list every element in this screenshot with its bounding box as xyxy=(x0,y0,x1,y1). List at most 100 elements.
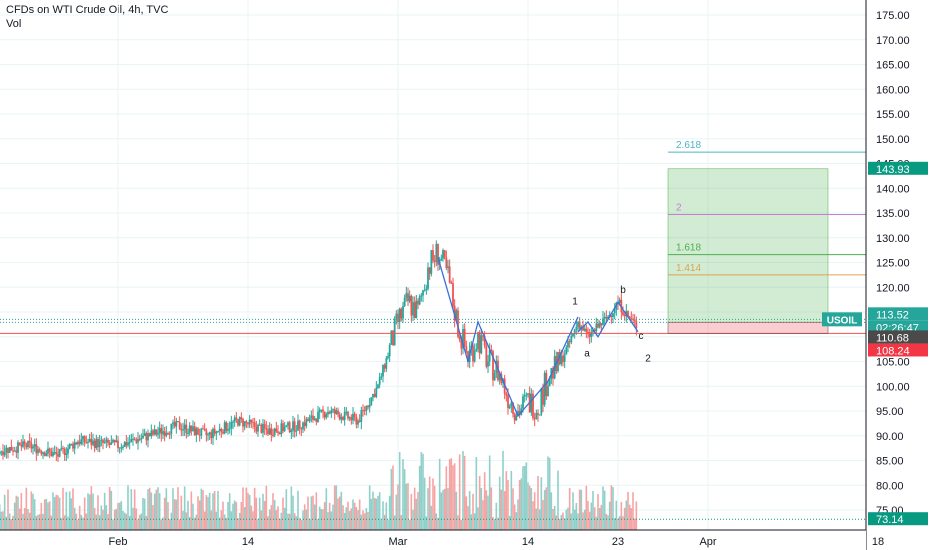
candle-body xyxy=(575,326,578,330)
volume-bar xyxy=(435,513,438,530)
volume-bar xyxy=(368,485,371,530)
candle-body xyxy=(558,351,561,365)
candle-body xyxy=(142,435,144,439)
candle-body xyxy=(598,323,601,328)
volume-bar xyxy=(593,507,596,530)
volume-bar xyxy=(402,459,404,530)
candle-body xyxy=(295,430,298,432)
candle-body xyxy=(67,448,69,454)
volume-bar xyxy=(212,493,214,530)
volume-bar xyxy=(520,478,523,530)
candle-body xyxy=(80,439,83,444)
volume-bar xyxy=(352,499,354,530)
volume-bar xyxy=(253,487,256,530)
elliott-wave-line[interactable] xyxy=(577,300,639,338)
volume-bar xyxy=(523,465,526,530)
candle-body xyxy=(320,409,323,411)
y-tick-label: 105.00 xyxy=(876,357,910,369)
candle-body xyxy=(537,412,539,415)
volume-bar xyxy=(443,488,446,530)
volume-bar xyxy=(18,508,21,530)
symbol-tag[interactable] xyxy=(822,312,862,327)
candle-body xyxy=(465,346,468,352)
volume-bar xyxy=(472,493,474,530)
volume-bar xyxy=(68,491,71,530)
volume-bar xyxy=(527,482,529,530)
candle-body xyxy=(250,419,253,423)
volume-bar xyxy=(573,509,576,530)
candle-body xyxy=(413,302,416,319)
volume-bar xyxy=(497,517,499,530)
candle-body xyxy=(367,405,369,408)
volume-bar xyxy=(37,514,39,530)
candle-body xyxy=(458,336,461,340)
elliott-wave-line[interactable] xyxy=(437,257,579,418)
candle-body xyxy=(582,326,584,331)
candle-body xyxy=(360,410,363,422)
volume-bar xyxy=(528,485,531,530)
y-tick-label: 150.00 xyxy=(876,134,910,146)
candle-body xyxy=(157,432,159,435)
volume-bar xyxy=(95,514,98,530)
candle-body xyxy=(452,283,454,306)
volume-bar xyxy=(112,519,114,530)
volume-bar xyxy=(237,518,239,530)
volume-bar xyxy=(92,493,94,530)
volume-bar xyxy=(197,496,199,530)
fib-label: 2.618 xyxy=(676,140,701,151)
volume-bar xyxy=(5,516,8,530)
volume-bar xyxy=(103,492,106,530)
y-tick-label: 130.00 xyxy=(876,233,910,245)
candle-body xyxy=(440,258,443,261)
candle-body xyxy=(225,422,228,431)
volume-bar xyxy=(400,515,403,530)
candle-body xyxy=(15,450,18,453)
candle-body xyxy=(183,424,186,430)
volume-bar xyxy=(160,519,163,530)
volume-bar xyxy=(337,498,339,530)
candle-body xyxy=(298,420,301,429)
volume-bar xyxy=(307,496,309,530)
stop-zone[interactable] xyxy=(667,321,829,334)
candle-body xyxy=(232,421,234,423)
volume-bar xyxy=(627,491,629,530)
volume-bar xyxy=(115,508,118,530)
volume-bar xyxy=(602,486,604,530)
volume-bar xyxy=(145,515,148,530)
candle-body xyxy=(302,422,304,430)
target-zone[interactable] xyxy=(667,168,829,323)
candle-body xyxy=(163,431,166,436)
candle-body xyxy=(23,441,26,445)
volume-bar xyxy=(585,485,588,530)
volume-bar xyxy=(607,515,609,530)
volume-bar xyxy=(633,518,636,530)
candle-body xyxy=(435,243,438,262)
candle-body xyxy=(180,429,183,431)
candle-body xyxy=(292,421,294,431)
candle-body xyxy=(610,315,613,317)
candle-body xyxy=(493,373,496,381)
candle-body xyxy=(385,357,388,369)
candle-body xyxy=(30,442,33,449)
volume-bar xyxy=(77,519,79,530)
candle-body xyxy=(245,421,248,423)
candle-body xyxy=(253,422,256,427)
candle-body xyxy=(197,428,199,435)
candle-body xyxy=(587,332,589,334)
candle-body xyxy=(525,394,528,396)
candle-body xyxy=(92,440,94,445)
volume-bar xyxy=(343,512,346,530)
candle-body xyxy=(175,421,178,427)
candle-body xyxy=(400,308,403,319)
volume-bar xyxy=(28,512,31,530)
volume-bar xyxy=(417,492,419,530)
volume-bar xyxy=(598,508,601,530)
volume-bar xyxy=(275,510,278,530)
volume-bar xyxy=(540,477,543,530)
candle-body xyxy=(5,447,8,453)
candle-body xyxy=(592,329,594,333)
volume-bar xyxy=(0,511,3,530)
volume-bar xyxy=(100,505,103,530)
